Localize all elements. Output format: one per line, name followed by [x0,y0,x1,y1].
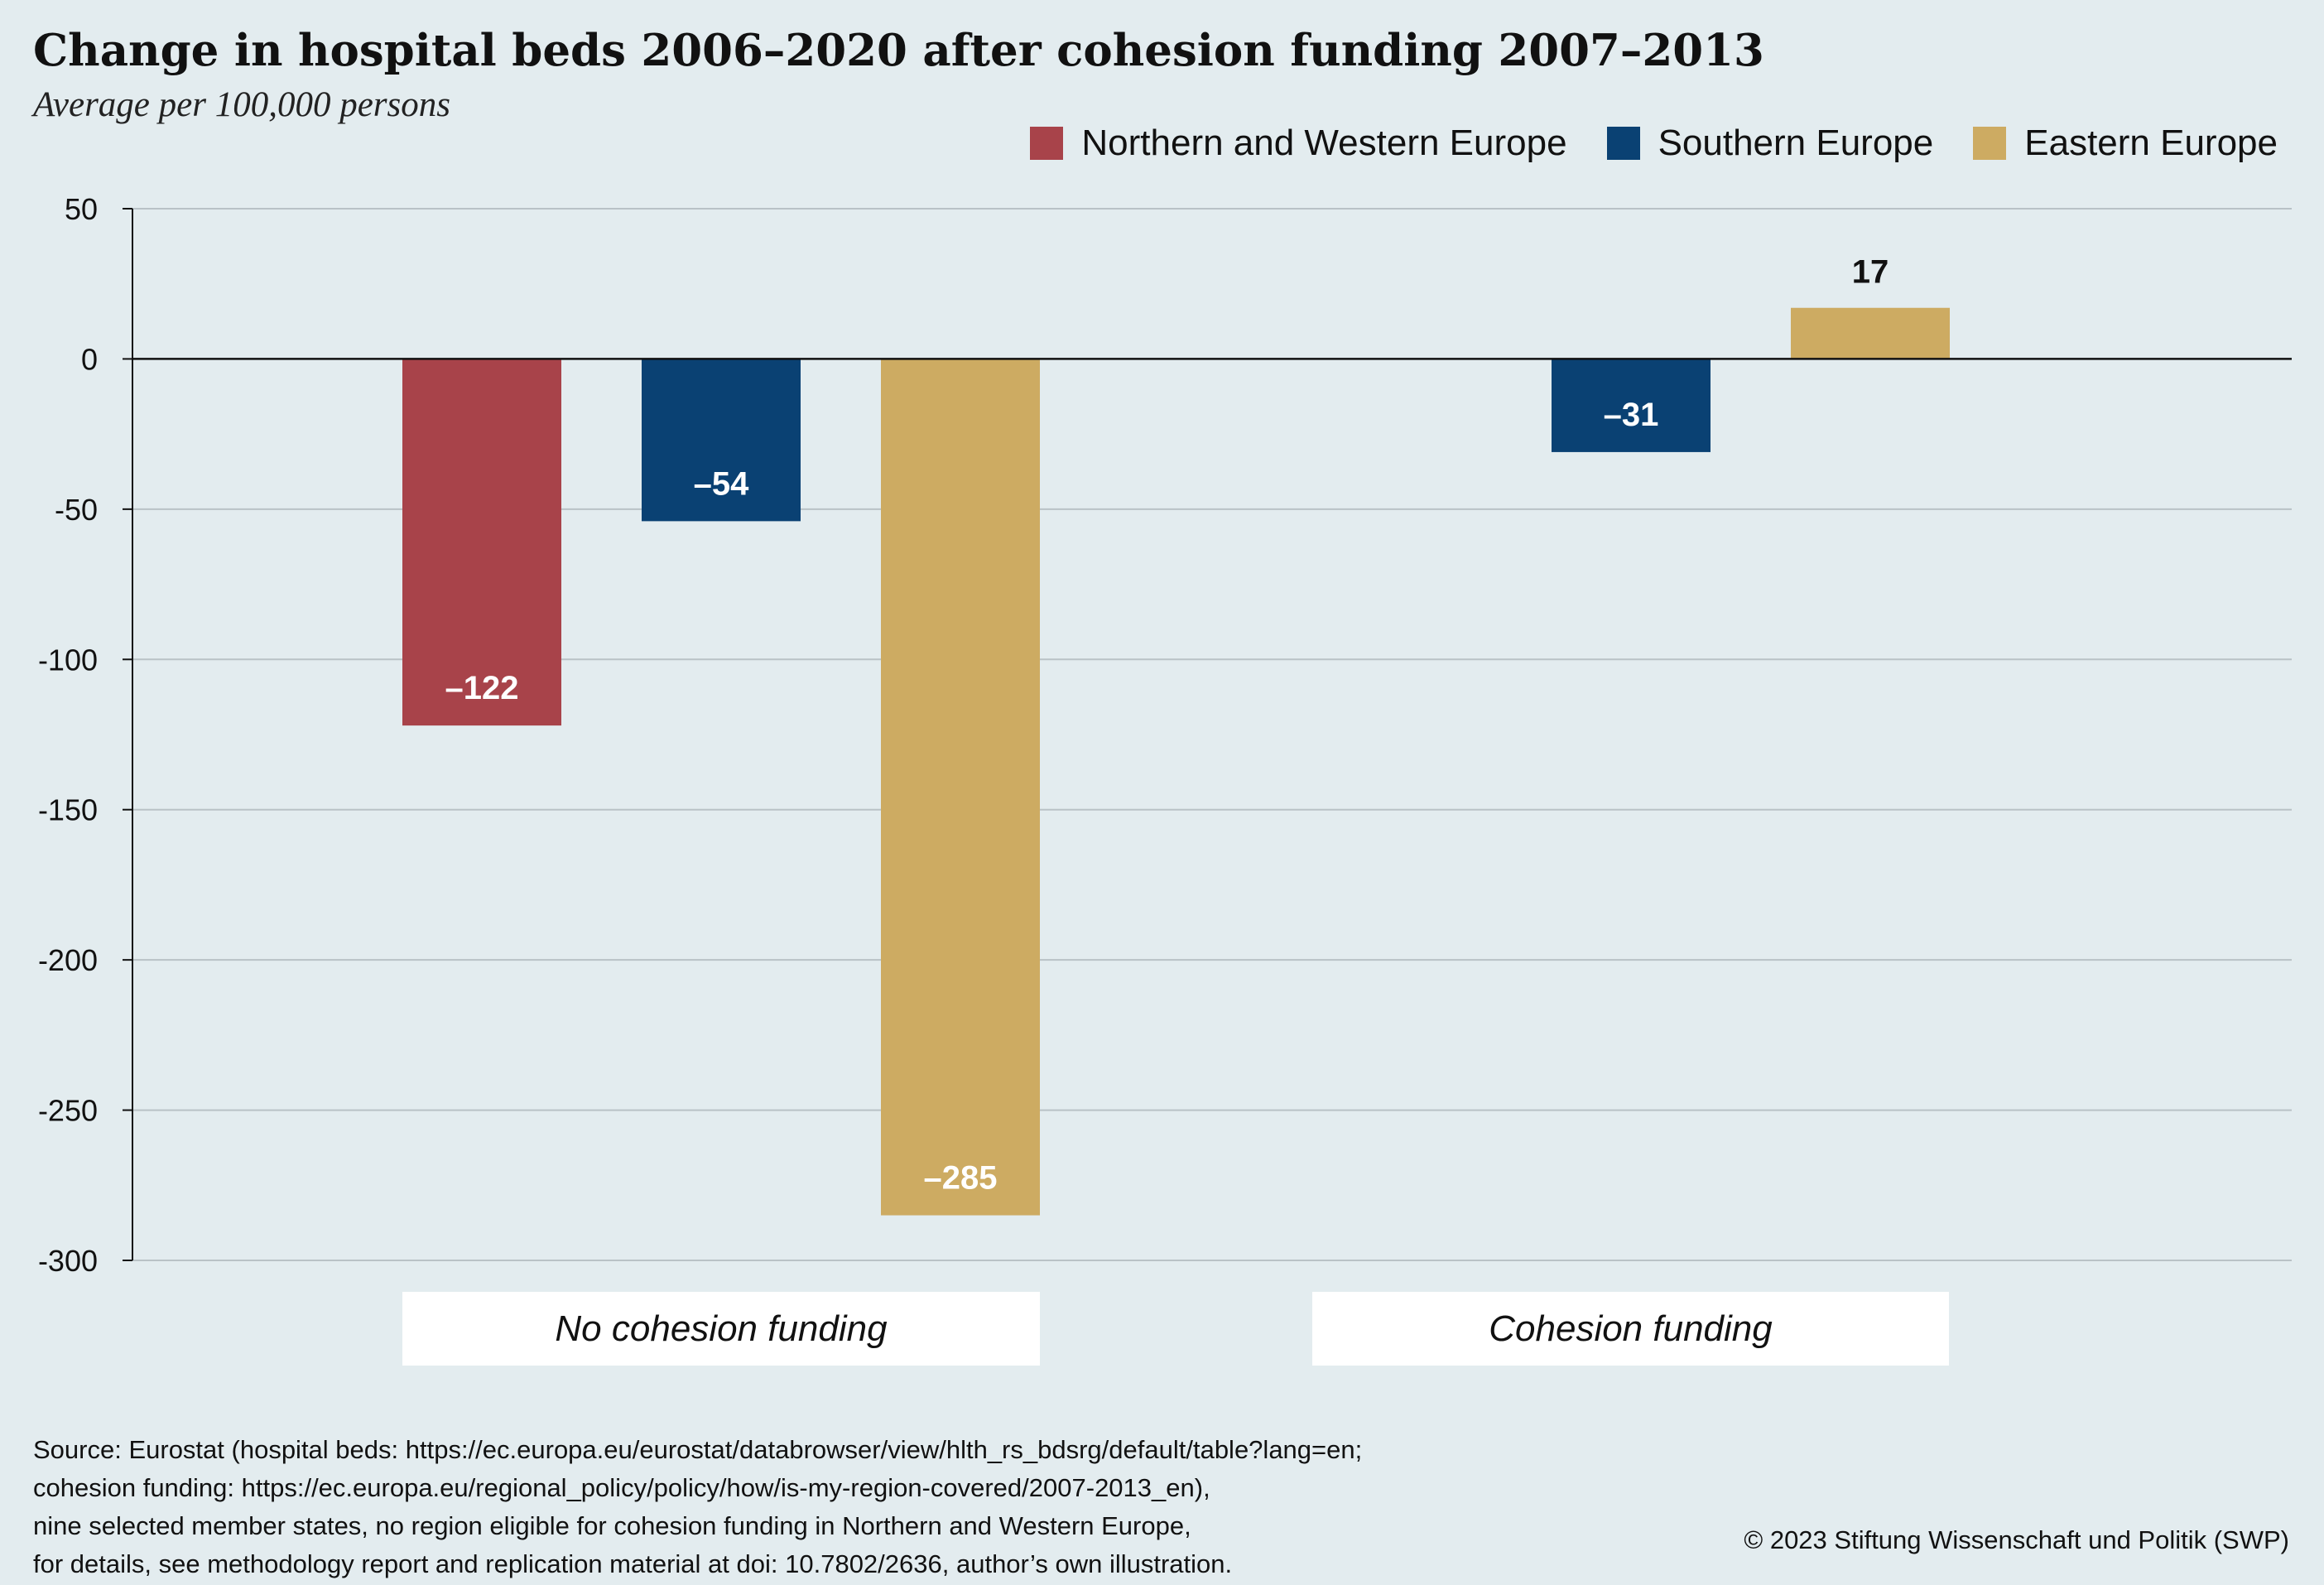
y-tick-label: -100 [38,643,98,677]
y-tick-label: -300 [38,1244,98,1278]
source-line: cohesion funding: https://ec.europa.eu/r… [33,1473,1210,1502]
y-tick-label: -50 [55,493,98,527]
y-tick-label: -150 [38,793,98,827]
chart-title: Change in hospital beds 2006–2020 after … [33,25,1764,76]
bar [881,359,1040,1216]
legend-swatch-eastern [1973,127,2007,160]
legend: Northern and Western Europe Southern Eur… [1030,123,2278,164]
y-tick-label: -200 [38,943,98,977]
legend-item-southern: Southern Europe [1606,123,1934,164]
legend-label-southern: Southern Europe [1658,123,1934,163]
y-tick-label: 50 [65,192,98,226]
copyright-note: © 2023 Stiftung Wissenschaft und Politik… [1744,1525,2289,1554]
legend-item-northern-western: Northern and Western Europe [1030,123,1567,164]
bar [1552,359,1711,452]
category-label-no-cohesion-funding: No cohesion funding [402,1292,1040,1366]
bar [642,359,801,522]
y-tick-label: 0 [81,342,98,376]
legend-label-eastern: Eastern Europe [2024,123,2278,163]
legend-label-northern-western: Northern and Western Europe [1081,123,1567,163]
legend-swatch-southern [1606,127,1640,160]
data-label: –285 [924,1160,998,1197]
data-label: –31 [1604,397,1659,433]
legend-item-eastern: Eastern Europe [1973,123,2278,164]
chart-subtitle: Average per 100,000 persons [33,85,450,124]
data-label: –54 [694,465,749,502]
bar [402,359,561,726]
source-line: for details, see methodology report and … [33,1549,1233,1578]
source-line: Source: Eurostat (hospital beds: https:/… [33,1435,1363,1464]
category-label-cohesion-funding: Cohesion funding [1312,1292,1949,1366]
source-line: nine selected member states, no region e… [33,1511,1191,1540]
data-label: –122 [445,670,519,706]
y-tick-label: -250 [38,1094,98,1128]
data-label: 17 [1852,254,1889,291]
bar [1791,307,1950,359]
source-note: Source: Eurostat (hospital beds: https:/… [33,1431,1362,1583]
legend-swatch-northern-western [1030,127,1064,160]
